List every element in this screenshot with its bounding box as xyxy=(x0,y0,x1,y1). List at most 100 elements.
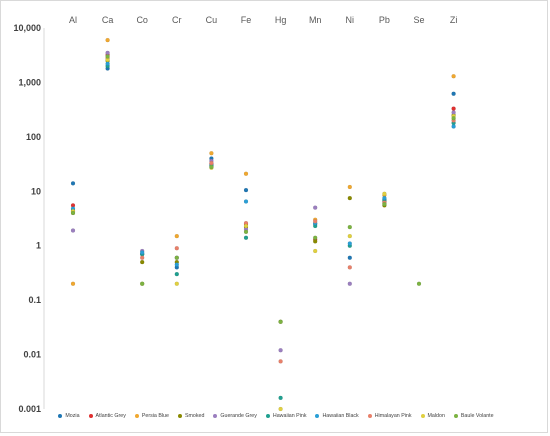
data-point xyxy=(382,201,387,207)
data-point xyxy=(139,281,145,286)
data-point xyxy=(243,187,249,193)
legend: Mozia Atlantic Grey Persia Blue Smoked Guera… xyxy=(1,413,550,419)
category-label: Co xyxy=(136,15,148,25)
legend-label: Persia Blue xyxy=(141,413,169,419)
legend-marker xyxy=(134,414,139,418)
category-label: Se xyxy=(413,15,424,25)
data-point xyxy=(70,181,76,186)
data-point xyxy=(105,54,110,59)
data-point xyxy=(209,151,214,156)
data-point xyxy=(278,406,283,412)
category-label: Cu xyxy=(206,15,218,25)
category-labels: Al Ca Co Cr Cu Fe Hg Mn Ni Pb Se Zi xyxy=(69,15,457,25)
data-point xyxy=(70,281,76,286)
legend-label: Hawaiian Pink xyxy=(272,413,307,419)
y-tick-label: 10,000 xyxy=(13,23,41,33)
data-point xyxy=(278,348,283,353)
category-label: Ni xyxy=(346,15,355,25)
legend-item: Hawaiian Pink xyxy=(265,413,307,419)
data-point xyxy=(278,395,283,401)
data-point xyxy=(174,262,180,267)
data-point xyxy=(347,241,352,246)
legend-marker xyxy=(367,414,372,418)
data-point xyxy=(105,37,110,43)
data-point xyxy=(174,233,180,239)
legend-item: Atlantic Grey xyxy=(88,413,126,419)
category-label: Fe xyxy=(241,15,252,25)
data-point xyxy=(313,205,318,210)
legend-label: Maldon xyxy=(427,413,445,419)
data-point xyxy=(174,271,180,277)
y-tick-label: 100 xyxy=(26,132,41,142)
category-label: Pb xyxy=(379,15,390,25)
category-label: Ca xyxy=(102,15,114,25)
data-point xyxy=(243,235,249,240)
legend-marker xyxy=(453,414,458,418)
legend-marker xyxy=(213,414,218,418)
data-point xyxy=(451,74,456,79)
data-point xyxy=(313,239,318,244)
legend-item: Hawaiian Black xyxy=(315,413,359,419)
data-point xyxy=(139,259,145,265)
data-point xyxy=(278,319,283,325)
data-point xyxy=(347,184,352,190)
data-point xyxy=(70,228,76,233)
y-tick-labels: 0.001 0.01 0.1 1 10 100 1,000 10,000 xyxy=(13,23,41,414)
legend-marker xyxy=(88,414,93,418)
data-point xyxy=(174,246,180,251)
legend-item: Persia Blue xyxy=(134,413,169,419)
legend-item: Himalayan Pink xyxy=(367,413,412,419)
data-point xyxy=(451,110,456,115)
legend-item: Baule Volante xyxy=(453,413,494,419)
legend-item: Smoked xyxy=(177,413,205,419)
category-label: Cr xyxy=(172,15,182,25)
data-point xyxy=(416,281,422,286)
legend-label: Smoked xyxy=(184,413,205,419)
data-point xyxy=(451,116,456,121)
data-point xyxy=(313,248,318,254)
data-point xyxy=(243,223,249,229)
legend-label: Mozia xyxy=(65,413,80,419)
legend-label: Guerande Grey xyxy=(220,413,257,419)
y-tick-label: 0.01 xyxy=(23,350,41,360)
legend-marker xyxy=(177,414,182,418)
y-tick-label: 1 xyxy=(36,241,41,251)
legend-label: Baule Volante xyxy=(460,413,494,419)
data-point xyxy=(451,91,456,96)
data-point xyxy=(451,124,456,129)
legend-marker xyxy=(420,414,425,418)
data-point xyxy=(174,281,180,286)
data-point xyxy=(70,210,76,216)
data-point xyxy=(105,61,110,66)
data-point xyxy=(347,224,352,230)
legend-item: Maldon xyxy=(420,413,445,419)
data-point xyxy=(139,255,145,260)
legend-item: Guerande Grey xyxy=(213,413,257,419)
data-point xyxy=(347,281,352,286)
y-tick-label: 10 xyxy=(31,186,41,196)
legend-label: Atlantic Grey xyxy=(95,413,126,419)
y-tick-label: 0.1 xyxy=(28,295,41,305)
data-point xyxy=(174,255,180,260)
legend-item: Mozia xyxy=(58,413,80,419)
legend-marker xyxy=(265,414,270,418)
data-point xyxy=(451,106,456,111)
data-point xyxy=(347,265,352,270)
data-point xyxy=(105,50,110,56)
data-point xyxy=(347,255,352,260)
data-point xyxy=(313,235,318,240)
category-label: Zi xyxy=(450,15,458,25)
legend-label: Himalayan Pink xyxy=(374,413,412,419)
data-point xyxy=(139,250,145,255)
category-label: Mn xyxy=(309,15,322,25)
data-point xyxy=(243,199,249,204)
data-point xyxy=(209,164,214,170)
legend-marker xyxy=(58,414,63,418)
data-point xyxy=(209,160,214,166)
data-points xyxy=(70,37,456,412)
legend-label: Hawaiian Black xyxy=(322,413,359,419)
y-tick-label: 1,000 xyxy=(18,77,41,87)
y-tick-label: 0.001 xyxy=(18,404,41,414)
